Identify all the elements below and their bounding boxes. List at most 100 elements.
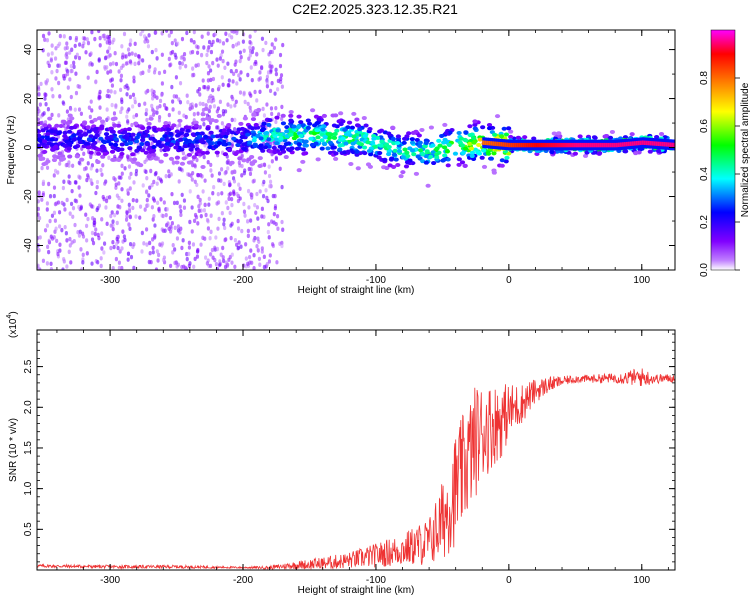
spectrogram-ridge-cell (409, 137, 415, 142)
spectrogram-ridge-cell (467, 124, 473, 129)
spectrogram-speckle (143, 101, 147, 106)
spectrogram-ridge-cell (415, 154, 421, 159)
spectrogram-speckle (233, 264, 237, 269)
spectrogram-ridge-cell (179, 127, 185, 132)
spectrogram-speckle (113, 51, 117, 56)
spectrogram-ridge-cell (391, 141, 397, 146)
spectrogram-ridge-cell (316, 117, 322, 122)
spectrogram-speckle (270, 159, 274, 164)
snr-multiplier-close: ) (8, 311, 19, 314)
spectrogram-speckle (233, 62, 237, 67)
spectrogram-speckle (231, 44, 235, 49)
spectrogram-speckle (133, 61, 137, 67)
spectrogram-ridge-cell (367, 126, 373, 131)
spectrogram-speckle (94, 190, 98, 196)
spectrogram-band-core (589, 142, 593, 148)
spectrogram-ridge-cell (49, 142, 55, 147)
spectrogram-ridge-cell (325, 132, 331, 137)
spectrogram-speckle (165, 207, 169, 212)
spectrogram-speckle (126, 47, 131, 52)
spectrogram-ridge-cell (95, 147, 101, 152)
spectrogram-band-core (657, 141, 661, 147)
spectrogram-speckle (85, 37, 89, 42)
spectrogram-band-core (609, 142, 613, 148)
spectrogram-speckle (180, 245, 184, 251)
spectrogram-speckle (134, 214, 138, 219)
spectrogram-ridge-cell (49, 137, 55, 142)
spectrogram-speckle (269, 106, 274, 111)
spectrogram-band-core (542, 142, 545, 148)
spectrogram-speckle (178, 65, 182, 70)
spectrogram-speckle (79, 205, 83, 211)
spectrogram-ridge-cell (78, 133, 84, 138)
spectrogram-ridge-cell (57, 151, 63, 156)
spectrogram-ridge-cell (337, 143, 343, 148)
spectrogram-speckle (37, 235, 40, 241)
spectrogram-speckle (209, 162, 213, 168)
spectrogram-speckle (220, 49, 225, 54)
spectrogram-band-core (581, 142, 585, 148)
spectrogram-ridge-cell (247, 140, 253, 145)
spectrogram-ridge-cell (146, 154, 152, 159)
spectrogram-band-core (671, 142, 675, 148)
spectrogram-speckle (202, 208, 207, 213)
spectrogram-speckle (45, 37, 50, 43)
spectrogram-speckle (154, 267, 159, 270)
spectrogram-ridge-cell (503, 159, 509, 164)
spectrogram-speckle (217, 262, 222, 268)
spectrogram-speckle (150, 49, 154, 55)
spectrogram-speckle (241, 32, 246, 37)
spectrogram-band-core (554, 142, 557, 148)
spectrogram-speckle (128, 186, 132, 191)
spectrogram-ridge-cell (52, 154, 58, 159)
spectrogram-speckle (68, 50, 72, 55)
spectrogram-speckle (229, 235, 233, 241)
spectrogram-speckle (50, 236, 55, 241)
spectrogram-speckle (249, 93, 253, 98)
spectrogram-speckle (115, 220, 119, 226)
spectrogram-speckle (41, 33, 46, 39)
spectrogram-speckle (120, 55, 125, 60)
spectrogram-speckle (54, 226, 58, 231)
spectrogram-speckle (91, 216, 95, 221)
spectrogram-speckle (46, 106, 50, 112)
spectrogram-ridge-cell (88, 150, 94, 155)
spectrogram-speckle (193, 256, 197, 262)
spectrogram-band-core (665, 142, 669, 147)
spectrogram-band-core (516, 142, 519, 148)
spectrogram-speckle (157, 252, 161, 258)
spectrogram-band-core (653, 141, 657, 146)
spectrogram-speckle (133, 52, 138, 58)
spectrogram-band-core (661, 141, 665, 147)
spectrogram-speckle (200, 174, 204, 179)
spectrogram-speckle (246, 72, 250, 78)
spectrogram-speckle (201, 78, 205, 83)
spectrogram-ridge-cell (387, 163, 393, 168)
spectrogram-speckle (206, 85, 211, 90)
spectrogram-speckle (254, 59, 258, 65)
spectrogram-speckle (160, 241, 165, 246)
spectrogram-x-tick-label: 100 (633, 275, 650, 286)
spectrogram-speckle (249, 65, 253, 70)
spectrogram-y-tick-label: 0 (23, 144, 34, 150)
spectrogram-speckle (178, 204, 182, 209)
spectrogram-speckle (120, 187, 124, 192)
spectrogram-ridge-cell (143, 150, 149, 155)
spectrogram-speckle (177, 110, 181, 115)
spectrogram-speckle (105, 93, 109, 99)
spectrogram-ridge-cell (37, 117, 41, 122)
spectrogram-speckle (280, 104, 284, 110)
spectrogram-speckle (206, 98, 211, 104)
spectrogram-speckle (194, 63, 198, 68)
spectrogram-speckle (233, 103, 237, 108)
spectrogram-y-tick-label: -40 (23, 238, 34, 253)
spectrogram-ridge-cell (321, 142, 328, 147)
spectrogram-speckle (133, 96, 137, 102)
spectrogram-speckle (114, 104, 118, 110)
spectrogram-ridge-cell (163, 152, 169, 157)
spectrogram-speckle (223, 65, 227, 71)
spectrogram-ridge-cell (629, 132, 635, 137)
spectrogram-ridge-cell (66, 141, 73, 146)
spectrogram-band-core (484, 140, 487, 146)
spectrogram-ridge-cell (351, 111, 357, 116)
